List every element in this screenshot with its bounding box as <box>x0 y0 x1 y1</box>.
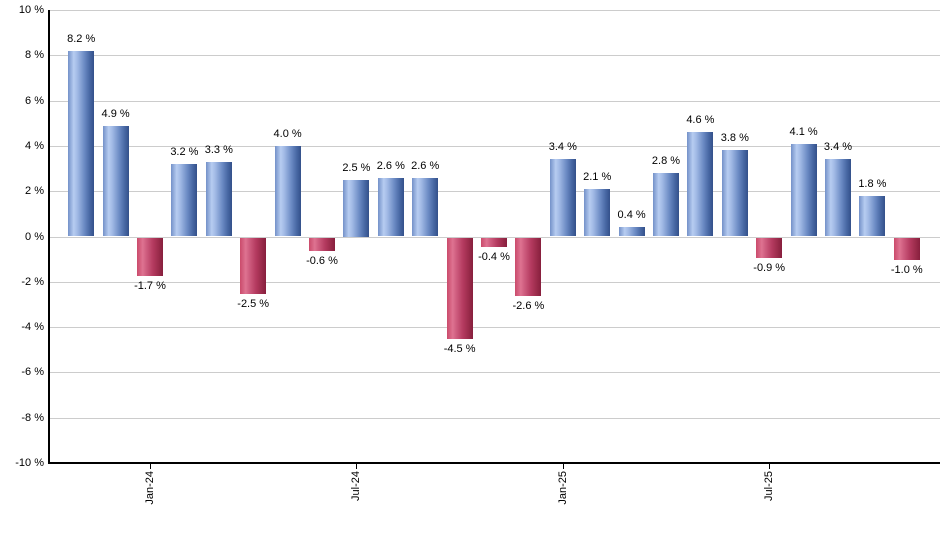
gridline <box>49 327 940 329</box>
x-axis-tick <box>769 463 771 469</box>
bar-value-label: -4.5 % <box>443 343 476 356</box>
bar-value-label: 2.1 % <box>583 170 612 183</box>
bar-value-label: 4.9 % <box>101 107 130 120</box>
bar-value-label: 2.8 % <box>651 155 681 168</box>
bar-value-label: -0.4 % <box>478 250 510 263</box>
x-axis-tick <box>150 463 151 469</box>
bar <box>584 188 611 237</box>
gridline <box>49 145 940 147</box>
gridline <box>49 236 940 238</box>
bar <box>68 50 95 237</box>
bar-value-label: 3.8 % <box>720 132 749 145</box>
bar <box>687 132 714 237</box>
y-axis-tick-label: -8 % <box>21 411 44 424</box>
y-axis-tick-label: 4 % <box>25 139 44 152</box>
bar <box>825 159 851 237</box>
y-axis-tick-label: 8 % <box>25 49 44 62</box>
x-axis-tick-label: Jan-24 <box>144 471 156 505</box>
bar <box>790 143 817 237</box>
bar-value-label: -1.0 % <box>890 264 923 277</box>
bar-value-label: 3.3 % <box>204 143 233 156</box>
gridline <box>49 10 940 11</box>
bar-value-label: 8.2 % <box>67 32 96 45</box>
x-axis-line <box>48 462 940 464</box>
gridline <box>49 281 940 283</box>
gridline <box>49 372 940 374</box>
x-axis-tick-label: Jul-25 <box>763 471 776 501</box>
bar-value-label: -2.6 % <box>512 300 545 313</box>
bar-value-label: -2.5 % <box>237 298 270 311</box>
y-axis-tick-label: 10 % <box>18 4 44 16</box>
bar-value-label: -1.7 % <box>134 280 166 292</box>
bar <box>412 177 439 237</box>
bar <box>446 237 473 340</box>
bar <box>377 177 404 237</box>
bar <box>515 237 542 297</box>
bar <box>653 173 679 237</box>
bar-value-label: 2.6 % <box>411 159 440 172</box>
plot-area: 8.2 % 4.9 % -1.7 % 3.2 % 3.3 % -2.5 % 4.0 % -0.… <box>49 10 940 464</box>
bar <box>309 237 335 252</box>
y-axis-tick-label: -6 % <box>21 366 44 379</box>
bar <box>618 227 645 237</box>
bar-value-label: -0.6 % <box>306 255 338 268</box>
bar-value-label: 4.6 % <box>686 114 715 127</box>
bar-value-label: 3.4 % <box>548 141 577 154</box>
bar-value-label: 1.8 % <box>858 177 887 190</box>
x-axis-tick-label: Jul-24 <box>350 471 363 501</box>
y-axis-line <box>48 10 50 463</box>
bar-value-label: 3.4 % <box>823 141 853 154</box>
bar <box>549 159 576 237</box>
y-axis-tick-label: -10 % <box>15 457 44 469</box>
bar <box>240 237 267 295</box>
bar <box>137 237 163 276</box>
bar <box>274 145 301 237</box>
bar <box>343 179 370 237</box>
bar-value-label: -0.9 % <box>753 261 786 274</box>
x-axis-tick <box>562 463 564 469</box>
bar-value-label: 2.5 % <box>342 161 371 174</box>
bar <box>205 161 232 237</box>
bar <box>859 195 886 237</box>
bar <box>171 164 198 237</box>
y-axis-tick-label: 6 % <box>25 94 44 107</box>
bar-value-label: 2.6 % <box>376 159 405 172</box>
bar-value-label: 4.0 % <box>273 127 302 140</box>
y-axis-tick-label: -2 % <box>21 275 44 288</box>
x-axis-tick <box>356 463 358 469</box>
x-axis-tick-label: Jan-25 <box>556 471 569 505</box>
bar-value-label: 4.1 % <box>789 125 818 138</box>
bar <box>756 237 783 258</box>
bar <box>102 125 129 237</box>
bar-value-label: 3.2 % <box>170 146 199 159</box>
gridline <box>49 417 940 419</box>
bar-value-label: 0.4 % <box>617 209 646 222</box>
gridline <box>49 191 940 193</box>
gridline <box>49 100 940 102</box>
bar <box>481 237 507 247</box>
y-axis-tick-label: 0 % <box>25 230 44 243</box>
y-axis-tick-label: -4 % <box>21 321 44 334</box>
gridline <box>49 55 940 57</box>
y-axis-tick-label: 2 % <box>25 185 44 198</box>
bar <box>721 150 748 237</box>
bar <box>893 237 920 261</box>
